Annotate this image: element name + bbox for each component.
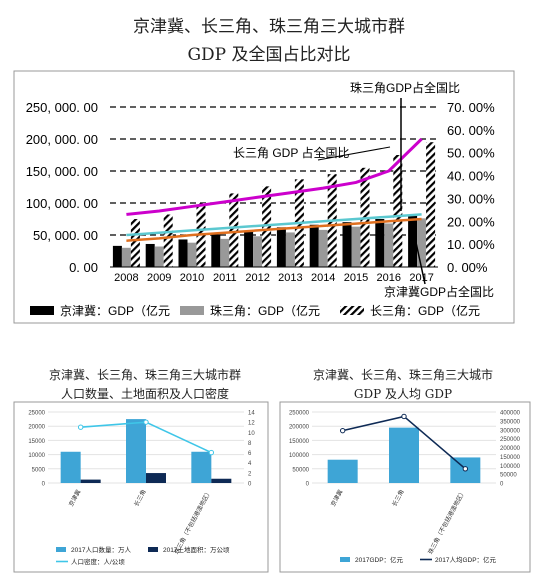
x-tick-label: 2017 <box>409 272 433 284</box>
bar-zsj <box>154 246 164 267</box>
bar-zsj <box>318 229 328 267</box>
bar-jjj <box>211 234 221 267</box>
y2-tick-label: 10. 00% <box>447 237 495 252</box>
y-tick-label: 0. 00 <box>69 260 98 275</box>
annotation-csj: 长三角 GDP 占全国比 <box>233 145 349 160</box>
x-tick-label: 2016 <box>377 272 401 284</box>
x-tick-label: 2011 <box>213 272 237 284</box>
bar-csj <box>393 155 403 267</box>
y2-tick-label: 60. 00% <box>447 123 495 138</box>
y-tick-label: 200, 000. 00 <box>26 132 98 147</box>
x-tick-label: 2012 <box>245 272 269 284</box>
y2-tick-label: 20. 00% <box>447 214 495 229</box>
annotation-zsj: 珠三角GDP占全国比 <box>350 80 460 95</box>
y2-tick-label: 70. 00% <box>447 100 495 115</box>
bar-jjj <box>276 227 286 267</box>
bar-jjj <box>375 219 385 267</box>
annotation-jjj: 京津冀GDP占全国比 <box>384 284 494 299</box>
x-tick-label: 2008 <box>114 272 138 284</box>
y2-tick-label: 0. 00% <box>447 260 488 275</box>
annotation-arrow <box>317 146 391 161</box>
chart2-title-line2: 人口数量、土地面积及人口密度 <box>60 387 229 401</box>
annotation-arrow <box>392 96 422 139</box>
bar-zsj <box>384 223 394 267</box>
x-tick-label: 2014 <box>311 272 335 284</box>
bar-jjj <box>145 243 155 267</box>
y-tick-label: 150, 000. 00 <box>26 164 98 179</box>
bar-jjj <box>178 239 188 267</box>
legend-swatch <box>340 306 364 315</box>
y-tick-label: 50, 000. 00 <box>33 228 98 243</box>
chart3-title-line1: 京津冀、长三角、珠三角三大城市 <box>312 368 493 382</box>
x-tick-label: 2010 <box>180 272 204 284</box>
x-tick-label: 2013 <box>278 272 302 284</box>
bar-zsj <box>121 247 131 267</box>
bar-jjj <box>408 215 418 267</box>
share-line <box>126 217 422 242</box>
legend-label: 京津冀：GDP（亿元 <box>60 303 170 318</box>
y-tick-label: 100, 000. 00 <box>26 196 98 211</box>
bar-zsj <box>351 226 361 267</box>
share-line <box>126 137 423 216</box>
bar-csj <box>262 186 272 267</box>
legend-label: 长三角：GDP（亿元 <box>370 303 480 318</box>
y2-tick-label: 50. 00% <box>447 146 495 161</box>
main-title-line1: 京津冀、长三角、珠三角三大城市群 <box>133 17 405 37</box>
legend-label: 珠三角：GDP（亿元 <box>210 303 320 318</box>
bar-jjj <box>244 230 254 267</box>
y2-tick-label: 30. 00% <box>447 191 495 206</box>
legend-swatch <box>30 306 54 315</box>
x-tick-label: 2015 <box>344 272 368 284</box>
bar-csj <box>229 193 239 267</box>
bar-zsj <box>417 218 427 267</box>
main-title-line2: GDP 及全国占比对比 <box>187 45 351 65</box>
bar-jjj <box>342 222 352 267</box>
bar-zsj <box>187 242 197 267</box>
chart2-title-line1: 京津冀、长三角、珠三角三大城市群 <box>48 368 241 382</box>
bar-jjj <box>112 245 122 267</box>
bar-csj <box>426 142 436 267</box>
legend-swatch <box>180 306 204 315</box>
chart1-frame <box>13 70 515 324</box>
bar-zsj <box>285 232 295 267</box>
bar-zsj <box>220 238 230 267</box>
bar-csj <box>163 214 173 267</box>
share-line <box>126 213 422 237</box>
chart3-title-line2: GDP 及人均 GDP <box>353 387 453 401</box>
bar-csj <box>130 219 140 267</box>
y-tick-label: 250, 000. 00 <box>26 100 98 115</box>
x-tick-label: 2009 <box>147 272 171 284</box>
bar-zsj <box>253 236 263 267</box>
y2-tick-label: 40. 00% <box>447 169 495 184</box>
annotation-arrow <box>411 223 426 285</box>
bar-jjj <box>309 224 319 267</box>
